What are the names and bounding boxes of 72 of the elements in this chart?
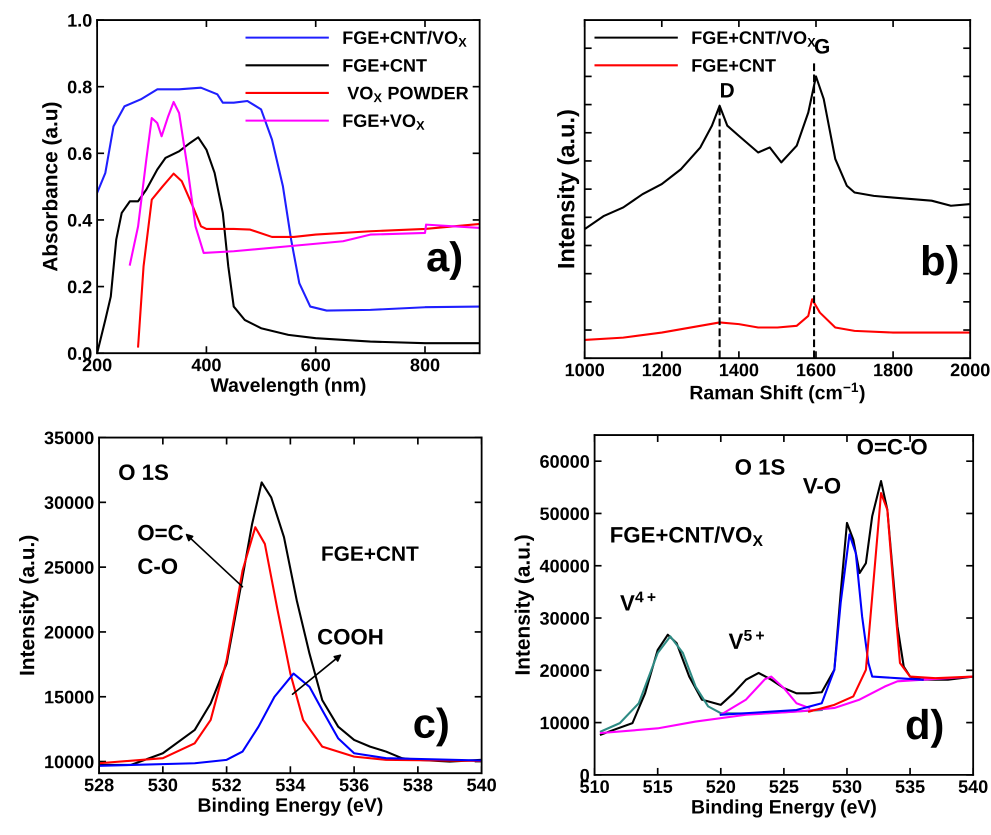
x-tick-label: 1600 (797, 364, 836, 376)
y-tick-label: 20000 (540, 664, 590, 678)
y-tick-label: 10000 (540, 716, 590, 730)
annotation: FGE+CNT (322, 546, 419, 561)
y-tick-label: 15000 (45, 690, 94, 704)
annotation: V$^{4+}$ (620, 592, 656, 611)
annotation: c) (414, 708, 448, 746)
y-tick-label: 0.0 (68, 347, 92, 360)
y-axis-title: Intensity (a.u.) (19, 536, 38, 675)
legend-label: FGE+CNT (692, 59, 776, 72)
y-tick-label: 0.8 (68, 80, 92, 94)
y-tick-label: 1.0 (68, 14, 92, 27)
annotation: b) (922, 244, 958, 284)
x-tick-label: 800 (410, 358, 440, 372)
x-tick-label: 200 (82, 358, 112, 372)
x-tick-label: 1200 (642, 364, 682, 376)
x-tick-label: 1800 (874, 364, 912, 376)
y-tick-label: 20000 (44, 626, 94, 639)
x-axis-title: Wavelength (nm) (210, 378, 366, 396)
x-tick-label: 530 (148, 778, 178, 792)
y-axis-title: Absorbance (a.u) (42, 102, 62, 272)
y-tick-label: 0.4 (68, 214, 92, 227)
annotation: d) (906, 708, 942, 748)
x-tick-label: 536 (340, 778, 369, 792)
y-axis-title: Intensity (a.u.) (557, 110, 580, 268)
annotation: O=C-O (858, 438, 927, 455)
ref-line-label: D (721, 83, 734, 98)
annotation: V$^{5+}$ (728, 630, 764, 649)
annotation: O 1S (736, 459, 784, 475)
y-tick-label: 30000 (540, 612, 590, 625)
annotation: a) (427, 241, 462, 280)
y-tick-label: 30000 (44, 496, 94, 510)
y-tick-label: 50000 (540, 507, 590, 520)
x-tick-label: 535 (896, 780, 925, 794)
y-tick-label: 40000 (540, 560, 590, 572)
x-tick-label: 2000 (950, 364, 990, 376)
x-tick-label: 510 (580, 780, 609, 794)
x-tick-label: 400 (192, 358, 221, 372)
x-tick-label: 528 (84, 778, 114, 792)
x-tick-label: 540 (467, 778, 496, 792)
x-tick-label: 540 (958, 780, 988, 794)
x-axis-title: Binding Energy (eV) (198, 798, 382, 816)
x-tick-label: 1400 (720, 364, 758, 376)
y-tick-label: 60000 (540, 455, 590, 468)
y-axis-title: Intensity (a.u.) (514, 535, 534, 674)
legend-label: VO$_{X}$ POWDER (347, 86, 468, 102)
x-tick-label: 600 (301, 358, 330, 372)
x-tick-label: 530 (832, 780, 862, 794)
y-tick-label: 25000 (44, 561, 94, 574)
legend-label: FGE+VO$_{X}$ (343, 114, 424, 130)
legend-label: FGE+CNT/VO$_{X}$ (692, 30, 816, 47)
annotation: V-O (802, 478, 840, 494)
y-tick-label: 35000 (44, 431, 94, 444)
x-axis-title: Binding Energy (eV) (692, 799, 876, 818)
x-tick-label: 515 (643, 780, 672, 794)
x-tick-label: 1000 (566, 364, 604, 376)
x-tick-label: 538 (403, 778, 432, 792)
y-tick-label: 10000 (45, 755, 94, 768)
x-tick-label: 534 (276, 778, 306, 792)
y-tick-label: 0.2 (68, 280, 92, 294)
legend-label: FGE+CNT/VO$_{X}$ (343, 30, 467, 47)
x-tick-label: 525 (769, 780, 798, 794)
annotation: O 1S (119, 464, 168, 480)
x-axis-title: Raman Shift (cm$^{−1}$) (690, 382, 864, 404)
x-tick-label: 532 (212, 778, 241, 792)
annotation: COOH (318, 628, 382, 645)
y-tick-label: 0.6 (68, 147, 92, 160)
x-tick-label: 520 (706, 780, 736, 794)
ref-line-label: G (814, 38, 829, 54)
annotation: FGE+CNT/VO$_{X}$ (611, 526, 763, 546)
annotation: O=C C-O (138, 524, 184, 574)
legend-label: FGE+CNT (343, 59, 427, 72)
